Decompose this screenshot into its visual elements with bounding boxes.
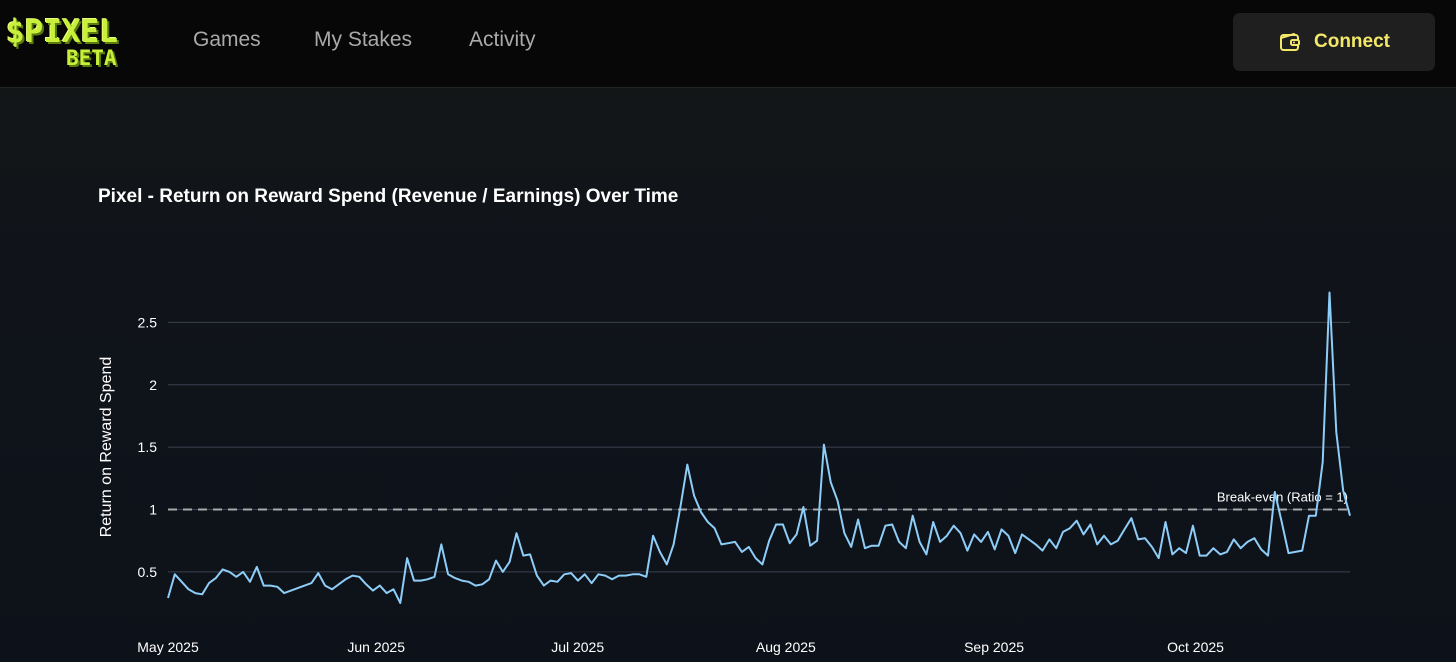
- y-axis-label: Return on Reward Spend: [98, 357, 115, 538]
- y-tick-label: 2.5: [138, 314, 158, 330]
- nav-games[interactable]: Games: [193, 28, 261, 51]
- wallet-icon: [1280, 33, 1300, 51]
- top-navigation-bar: $PIXEL BETA Games My Stakes Activity Con…: [0, 0, 1456, 88]
- x-axis-ticks: May 2025 Jun 2025 Jul 2025 Aug 2025 Sep 2025…: [137, 639, 1224, 655]
- y-axis-ticks: 0.5 1 1.5 2 2.5: [138, 314, 158, 579]
- break-even-label: Break-even (Ratio = 1): [1217, 489, 1348, 504]
- y-tick-label: 0.5: [138, 564, 158, 580]
- y-tick-label: 2: [149, 377, 157, 393]
- logo-beta-tag: BETA: [66, 46, 117, 70]
- nav-activity[interactable]: Activity: [469, 28, 536, 51]
- nav-my-stakes[interactable]: My Stakes: [314, 28, 413, 51]
- x-tick-label: May 2025: [137, 639, 199, 655]
- logo-wordmark: $PIXEL: [6, 14, 118, 50]
- connect-label: Connect: [1314, 31, 1390, 52]
- x-tick-label: Oct 2025: [1167, 639, 1224, 655]
- x-tick-label: Jul 2025: [551, 639, 604, 655]
- y-tick-label: 1: [149, 501, 157, 517]
- pixel-logo[interactable]: $PIXEL BETA: [6, 14, 132, 72]
- connect-wallet-button[interactable]: Connect: [1233, 13, 1435, 71]
- x-tick-label: Aug 2025: [756, 639, 816, 655]
- gridlines: [168, 321, 1350, 573]
- series-line: [167, 291, 1351, 604]
- chart-title: Pixel - Return on Reward Spend (Revenue …: [98, 186, 679, 207]
- y-tick-label: 1.5: [138, 439, 158, 455]
- x-tick-label: Jun 2025: [347, 639, 405, 655]
- x-tick-label: Sep 2025: [964, 639, 1024, 655]
